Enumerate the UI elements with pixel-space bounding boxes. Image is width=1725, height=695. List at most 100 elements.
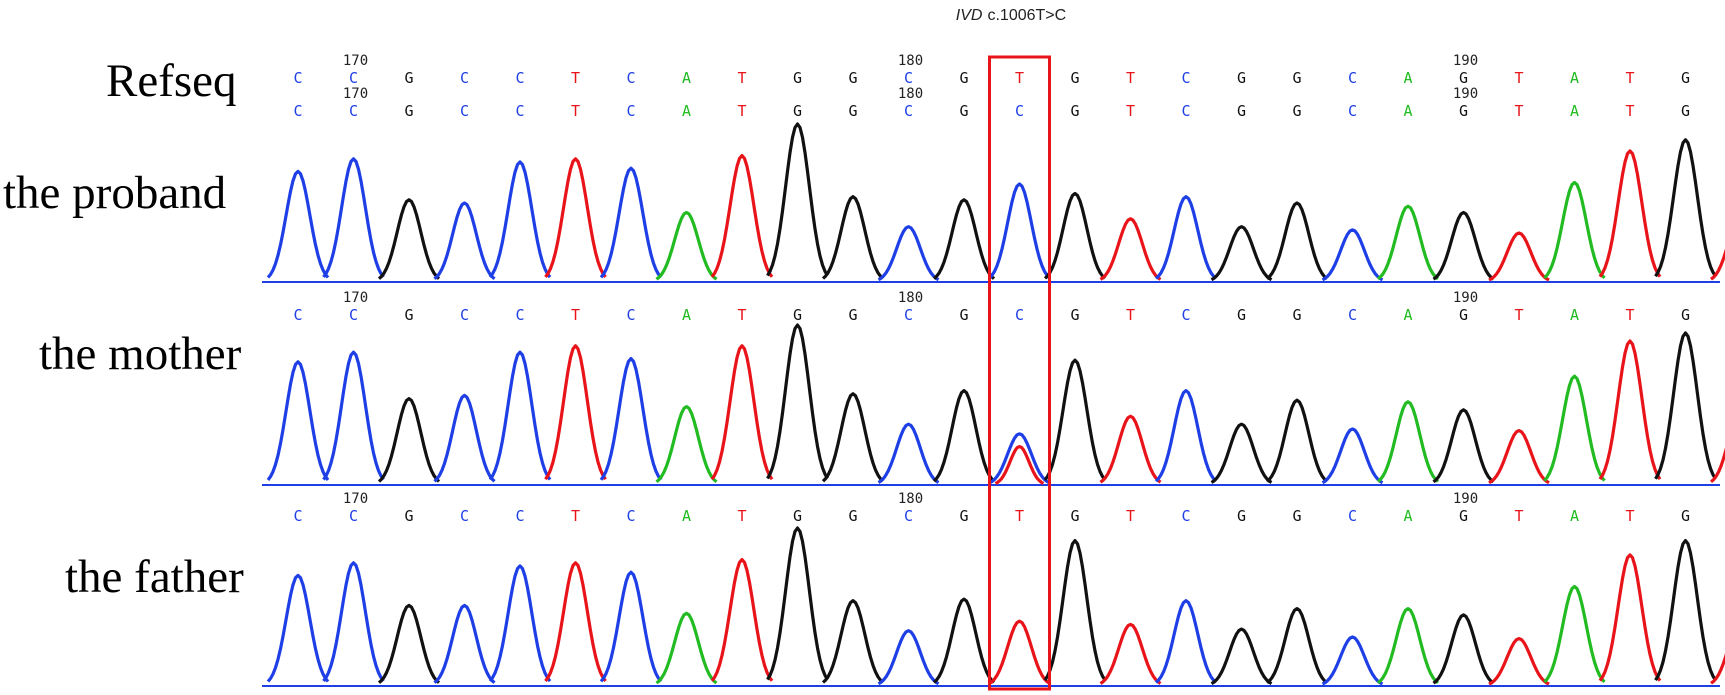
- trace-peak: [655, 210, 718, 281]
- trace-peak: [1598, 149, 1662, 278]
- mother-trace: 170180190CCGCCTCATGGCGCGTCGGCAGTATGT: [262, 290, 1725, 486]
- trace-peak: [433, 393, 496, 483]
- trace-peak: [544, 561, 607, 682]
- trace-peak: [599, 357, 663, 481]
- track1-base: G: [1237, 306, 1246, 324]
- refseq-base: G: [404, 69, 413, 87]
- trace-peak: [1154, 389, 1218, 483]
- proband-base: G: [793, 102, 802, 120]
- trace-peak: [1376, 400, 1440, 483]
- track1-base: G: [793, 306, 802, 324]
- trace-peak: [1210, 627, 1273, 686]
- track1-base: C: [1181, 306, 1190, 324]
- trace-peak: [1265, 607, 1329, 685]
- track2-base: G: [1292, 507, 1301, 525]
- trace-peak: [1265, 201, 1329, 281]
- trace-peak: [1321, 635, 1384, 686]
- track1-base: C: [460, 306, 469, 324]
- trace-peak: [1488, 231, 1550, 282]
- trace-peak: [266, 169, 330, 279]
- track2-base: T: [1625, 507, 1634, 525]
- proband-base: G: [1070, 102, 1079, 120]
- proband-base: G: [404, 102, 413, 120]
- trace-peak: [377, 397, 441, 483]
- refseq-base: C: [293, 69, 302, 87]
- trace-peak: [1210, 422, 1273, 484]
- trace-peak: [1598, 339, 1662, 480]
- refseq-base: C: [904, 69, 913, 87]
- refseq-base: C: [349, 69, 358, 87]
- track2-base: G: [959, 507, 968, 525]
- track1-base: T: [1625, 306, 1634, 324]
- track2-base: C: [1181, 507, 1190, 525]
- track1-base: C: [293, 306, 302, 324]
- refseq-base: C: [1181, 69, 1190, 87]
- track2-base: T: [1126, 507, 1135, 525]
- trace-peak: [988, 182, 1051, 280]
- refseq-base: G: [793, 69, 802, 87]
- proband-base: A: [1403, 102, 1412, 120]
- trace-peak: [877, 629, 940, 686]
- track1-base: G: [959, 306, 968, 324]
- refseq-base: G: [1292, 69, 1301, 87]
- proband-base: T: [1625, 102, 1634, 120]
- track1-base: C: [1015, 306, 1024, 324]
- track2-position-label: 190: [1453, 491, 1478, 507]
- trace-peak: [821, 599, 885, 684]
- track1-base: C: [904, 306, 913, 324]
- track1-base: G: [1459, 306, 1468, 324]
- track1-base: T: [737, 306, 746, 324]
- trace-peak: [322, 157, 385, 278]
- proband-label: the proband: [3, 167, 226, 219]
- track2-base: C: [349, 507, 358, 525]
- trace-peak: [488, 160, 552, 279]
- proband-position-label: 170: [343, 86, 368, 102]
- track1-base: A: [682, 306, 691, 324]
- proband-position-label: 190: [1453, 86, 1478, 102]
- trace-peak: [1099, 217, 1162, 281]
- track2-position-label: 170: [343, 491, 368, 507]
- trace-peak: [266, 360, 330, 481]
- refseq-position-label: 190: [1453, 53, 1478, 69]
- trace-peak: [1376, 607, 1440, 685]
- refseq-base: G: [848, 69, 857, 87]
- trace-peak: [1543, 374, 1606, 482]
- track2-base: A: [1570, 507, 1579, 525]
- trace-peak: [988, 432, 1051, 485]
- refseq-base: G: [1237, 69, 1246, 87]
- track1-base: T: [1126, 306, 1135, 324]
- track2-base: T: [571, 507, 580, 525]
- proband-base: G: [1681, 102, 1690, 120]
- track1-base: C: [515, 306, 524, 324]
- trace-peak: [988, 619, 1051, 685]
- trace-peak: [1488, 637, 1550, 686]
- mother-label: the mother: [39, 328, 242, 380]
- track2-base: T: [1514, 507, 1523, 525]
- track1-base: G: [1292, 306, 1301, 324]
- trace-peak: [1376, 204, 1440, 281]
- trace-peak: [1154, 195, 1218, 280]
- refseq-base: T: [1625, 69, 1634, 87]
- track1-base: C: [1348, 306, 1357, 324]
- refseq-base: A: [1403, 69, 1412, 87]
- track2-base: C: [515, 507, 524, 525]
- track1-base: C: [349, 306, 358, 324]
- trace-peak: [599, 570, 663, 683]
- track2-base: C: [626, 507, 635, 525]
- refseq-base: T: [1514, 69, 1523, 87]
- proband-base: T: [737, 102, 746, 120]
- proband-base: C: [515, 102, 524, 120]
- trace-peak: [1265, 398, 1329, 483]
- trace-peak: [932, 198, 996, 280]
- variant-notation: c.1006T>C: [987, 7, 1066, 24]
- refseq-base: T: [1126, 69, 1135, 87]
- track2-base: A: [682, 507, 691, 525]
- refseq-base: C: [515, 69, 524, 87]
- track2-base: C: [293, 507, 302, 525]
- trace-peak: [1043, 358, 1107, 481]
- track2-base: G: [404, 507, 413, 525]
- track1-base: A: [1403, 306, 1412, 324]
- variant-title: IVD c.1006T>C: [956, 7, 1066, 24]
- track1-position-label: 190: [1453, 290, 1478, 306]
